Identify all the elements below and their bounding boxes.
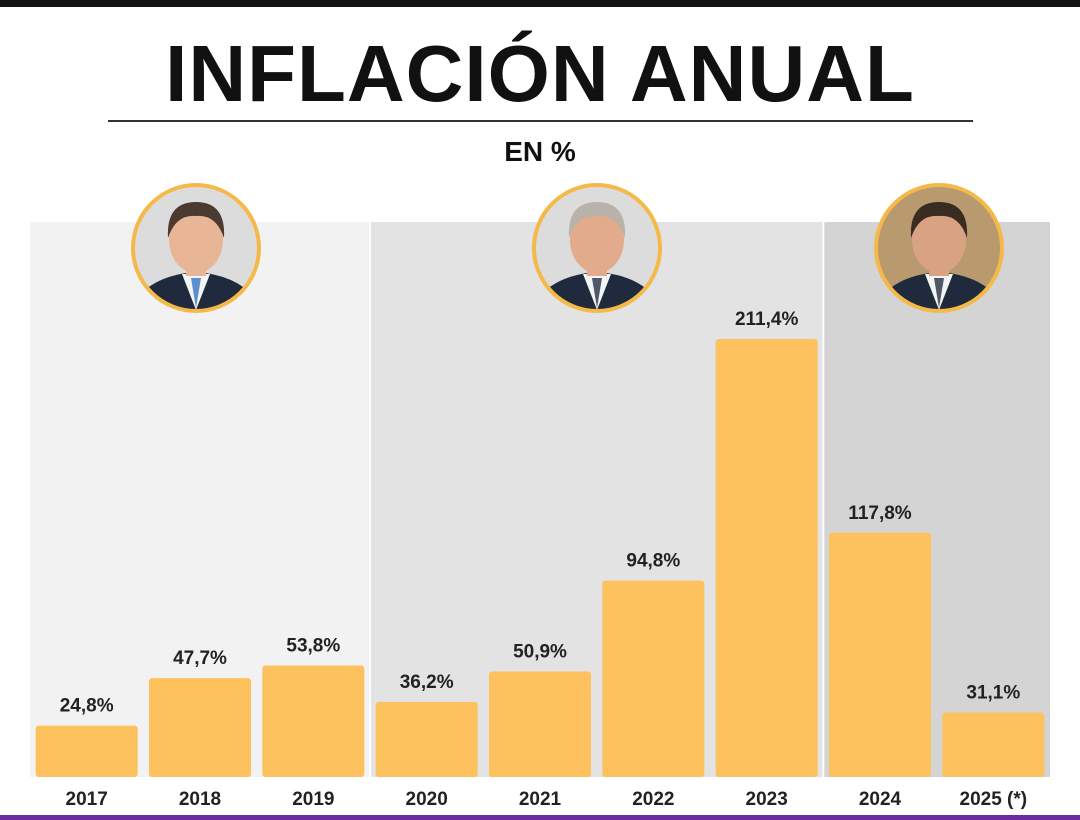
bar-2022	[602, 580, 705, 777]
x-tick-label: 2023	[746, 789, 788, 810]
top-border	[0, 0, 1080, 7]
title-divider	[108, 120, 973, 122]
portrait-icon	[532, 183, 662, 313]
x-tick-label: 2022	[632, 789, 674, 810]
x-tick-label: 2021	[519, 789, 562, 810]
x-tick-label: 2018	[179, 789, 221, 810]
data-label: 94,8%	[626, 551, 680, 572]
bar-2025	[942, 712, 1045, 777]
data-label: 31,1%	[966, 683, 1020, 704]
x-tick-label: 2017	[66, 789, 108, 810]
x-tick-label: 2024	[859, 789, 902, 810]
bar-2017	[35, 725, 138, 777]
x-tick-label: 2025 (*)	[960, 789, 1028, 810]
chart-subtitle: EN %	[504, 136, 576, 167]
data-label: 117,8%	[848, 503, 911, 524]
bar-2018	[149, 678, 251, 777]
data-label: 24,8%	[60, 696, 114, 717]
bar-2020	[375, 701, 478, 777]
data-label: 50,9%	[513, 642, 567, 663]
bar-2023	[715, 338, 818, 777]
bottom-border	[0, 815, 1080, 820]
data-label: 211,4%	[735, 309, 798, 330]
x-tick-label: 2020	[406, 789, 448, 810]
x-tick-label: 2019	[292, 789, 334, 810]
bar-2024	[829, 532, 931, 777]
data-label: 36,2%	[400, 672, 454, 693]
chart-title: INFLACIÓN ANUAL	[165, 29, 915, 118]
data-label: 47,7%	[173, 648, 227, 669]
data-label: 53,8%	[286, 636, 340, 657]
bar-2019	[262, 665, 365, 777]
bar-2021	[489, 671, 591, 777]
